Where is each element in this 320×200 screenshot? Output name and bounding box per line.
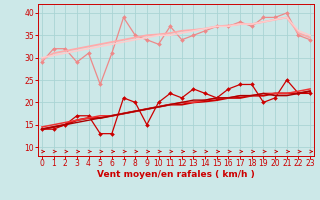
X-axis label: Vent moyen/en rafales ( km/h ): Vent moyen/en rafales ( km/h ) [97, 170, 255, 179]
